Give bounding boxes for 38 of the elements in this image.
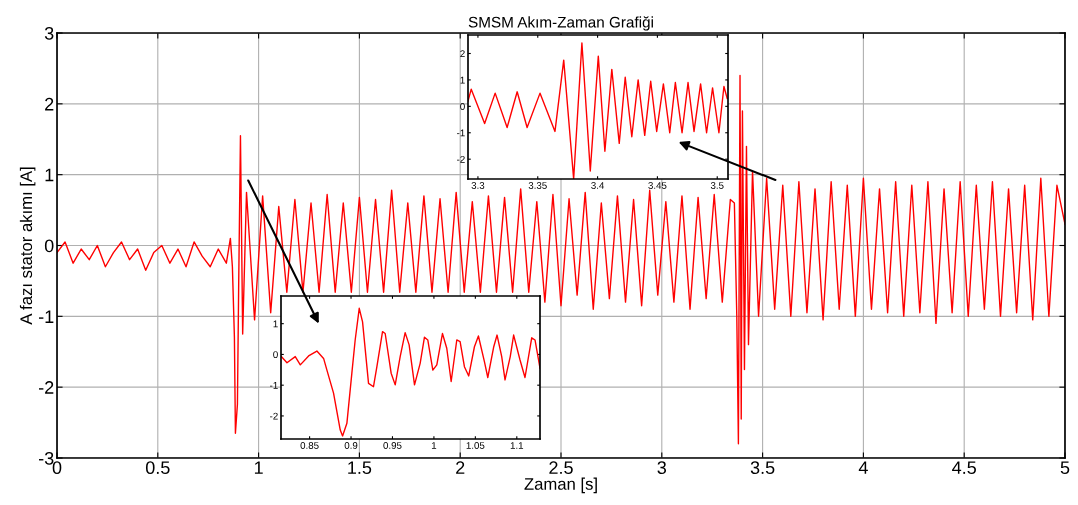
- y-tick-label: 2: [460, 50, 465, 58]
- y-tick-label: -3: [38, 451, 54, 465]
- x-tick-label: 1.1: [510, 442, 524, 449]
- x-tick-label: 3.45: [648, 182, 667, 189]
- y-tick-label: 0: [460, 103, 465, 110]
- x-tick-label: 1: [254, 461, 263, 474]
- x-tick-label: 3: [657, 461, 667, 475]
- x-tick-label: 5: [1060, 461, 1070, 475]
- chart-title: SMSM Akım-Zaman Grafiği: [468, 16, 653, 31]
- x-tick-label: 2.5: [549, 461, 573, 475]
- y-axis-title: A fazı stator akımı [A]: [19, 167, 36, 325]
- x-axis-title: Zaman [s]: [524, 477, 597, 494]
- x-tick-label: 3.4: [591, 182, 605, 189]
- x-tick-label: 0.95: [383, 442, 402, 449]
- y-tick-label: -1: [270, 382, 278, 389]
- x-tick-label: 1: [431, 442, 437, 449]
- y-tick-label: 0: [44, 239, 54, 253]
- x-tick-label: 0.5: [145, 461, 170, 475]
- x-tick-label: 1.5: [348, 461, 372, 475]
- y-tick-label: -1: [38, 310, 54, 323]
- x-tick-label: 1.05: [466, 442, 485, 449]
- y-tick-label: 1: [460, 76, 465, 84]
- y-tick-label: -2: [457, 155, 465, 163]
- y-tick-label: 2: [45, 97, 54, 111]
- y-tick-label: -2: [38, 381, 54, 394]
- x-tick-label: 3.35: [528, 182, 547, 189]
- y-tick-label: 1: [273, 320, 278, 328]
- x-tick-label: 0.85: [300, 442, 319, 449]
- y-tick-label: -2: [270, 412, 278, 420]
- x-tick-label: 3.5: [710, 182, 724, 189]
- y-tick-label: 0: [273, 351, 278, 359]
- x-tick-label: 4: [858, 461, 868, 474]
- x-tick-label: 3.3: [471, 182, 485, 189]
- x-tick-label: 3.5: [750, 461, 775, 475]
- x-tick-label: 4.5: [952, 461, 976, 475]
- y-tick-label: 3: [44, 26, 54, 40]
- y-tick-label: -1: [457, 129, 465, 137]
- x-tick-label: 0.9: [344, 442, 358, 449]
